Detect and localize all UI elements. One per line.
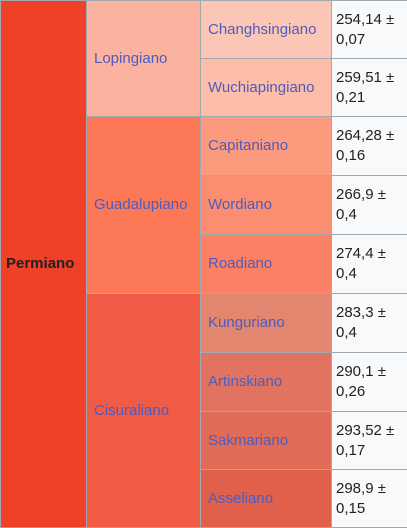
age-value: 283,3 ± 0,4 xyxy=(336,304,386,341)
stage-link-artinskiano[interactable]: Artinskiano xyxy=(208,373,282,390)
stage-cell-sakmariano: Sakmariano xyxy=(201,412,332,470)
stage-cell-changhsingiano: Changhsingiano xyxy=(201,1,332,59)
stage-link-wuchiapingiano[interactable]: Wuchiapingiano xyxy=(208,79,314,96)
age-cell: 283,3 ± 0,4 xyxy=(332,294,407,353)
age-value: 293,52 ± 0,17 xyxy=(336,422,394,459)
stage-cell-asseliano: Asseliano xyxy=(201,470,332,528)
stage-cell-capitaniano: Capitaniano xyxy=(201,117,332,176)
stage-link-asseliano[interactable]: Asseliano xyxy=(208,490,273,507)
age-value: 259,51 ± 0,21 xyxy=(336,69,394,106)
age-cell: 266,9 ± 0,4 xyxy=(332,176,407,235)
age-cell: 298,9 ± 0,15 xyxy=(332,470,407,528)
age-cell: 254,14 ± 0,07 xyxy=(332,1,407,59)
age-value: 290,1 ± 0,26 xyxy=(336,363,386,400)
age-value: 274,4 ± 0,4 xyxy=(336,245,386,282)
age-cell: 293,52 ± 0,17 xyxy=(332,412,407,470)
age-value: 298,9 ± 0,15 xyxy=(336,480,386,517)
stage-cell-artinskiano: Artinskiano xyxy=(201,353,332,412)
stage-cell-roadiano: Roadiano xyxy=(201,235,332,294)
epoch-cell-lopingiano: Lopingiano xyxy=(87,1,201,117)
epoch-cell-guadalupiano: Guadalupiano xyxy=(87,117,201,294)
epoch-link-lopingiano[interactable]: Lopingiano xyxy=(94,50,167,67)
stage-link-sakmariano[interactable]: Sakmariano xyxy=(208,432,288,449)
stage-link-changhsingiano[interactable]: Changhsingiano xyxy=(208,21,316,38)
epoch-cell-cisuraliano: Cisuraliano xyxy=(87,294,201,528)
age-cell: 274,4 ± 0,4 xyxy=(332,235,407,294)
stage-cell-wuchiapingiano: Wuchiapingiano xyxy=(201,59,332,117)
stage-link-kunguriano[interactable]: Kunguriano xyxy=(208,314,285,331)
age-value: 254,14 ± 0,07 xyxy=(336,11,394,48)
period-label: Permiano xyxy=(6,255,74,272)
age-cell: 264,28 ± 0,16 xyxy=(332,117,407,176)
stage-link-wordiano[interactable]: Wordiano xyxy=(208,196,272,213)
age-cell: 259,51 ± 0,21 xyxy=(332,59,407,117)
age-value: 266,9 ± 0,4 xyxy=(336,186,386,223)
age-cell: 290,1 ± 0,26 xyxy=(332,353,407,412)
epoch-link-guadalupiano[interactable]: Guadalupiano xyxy=(94,196,187,213)
period-cell: Permiano xyxy=(1,1,87,528)
stage-link-roadiano[interactable]: Roadiano xyxy=(208,255,272,272)
stage-link-capitaniano[interactable]: Capitaniano xyxy=(208,137,288,154)
age-value: 264,28 ± 0,16 xyxy=(336,127,394,164)
table-row: Permiano Lopingiano Changhsingiano 254,1… xyxy=(1,1,407,59)
stage-cell-kunguriano: Kunguriano xyxy=(201,294,332,353)
stage-cell-wordiano: Wordiano xyxy=(201,176,332,235)
epoch-link-cisuraliano[interactable]: Cisuraliano xyxy=(94,402,169,419)
